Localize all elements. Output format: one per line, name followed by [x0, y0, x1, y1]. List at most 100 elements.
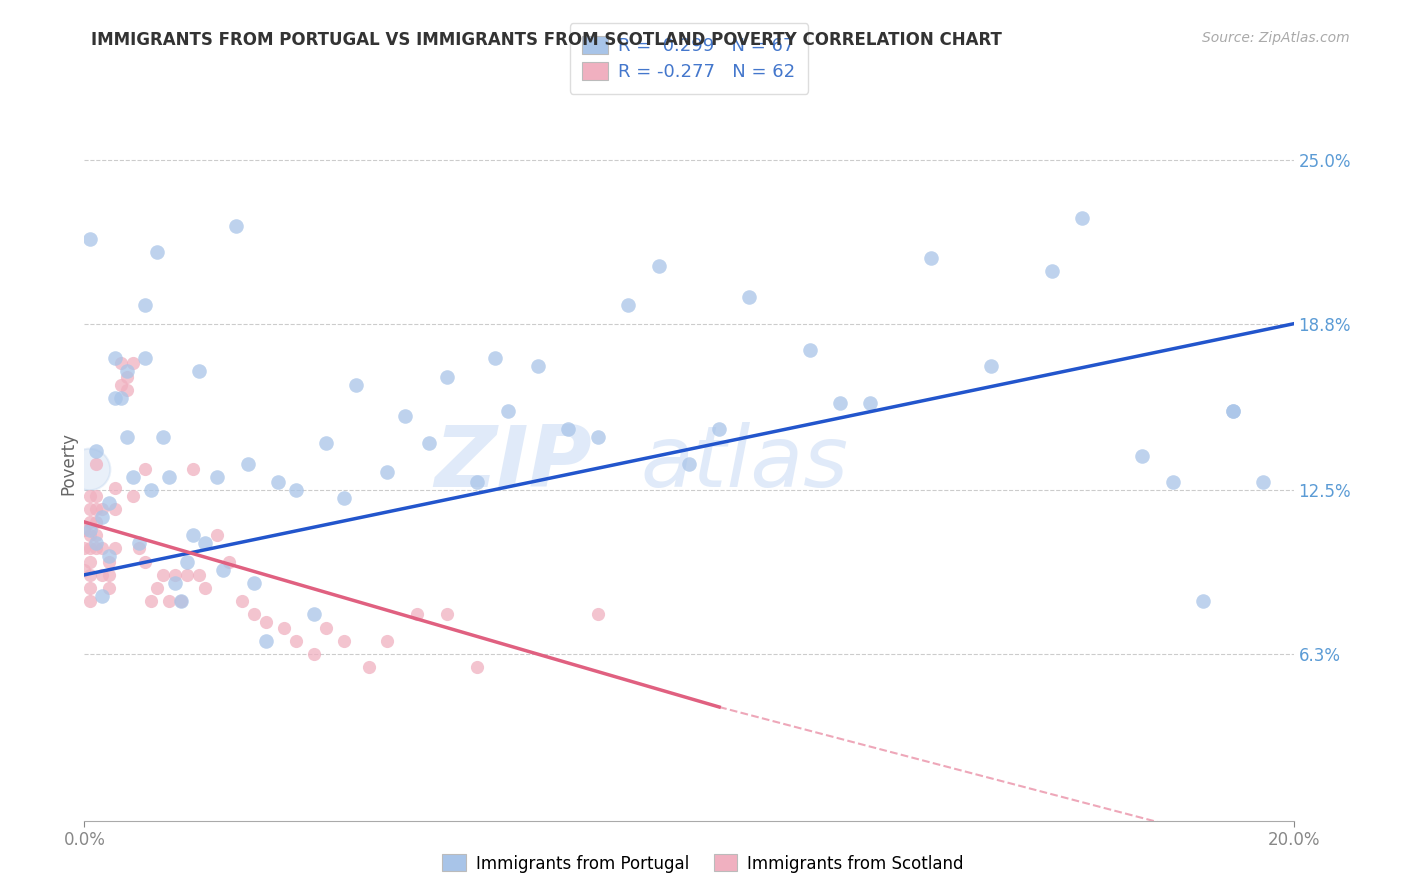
- Point: [357, 660, 380, 674]
- Point: [1222, 404, 1244, 418]
- Point: [77, 462, 100, 476]
- Point: [194, 536, 217, 550]
- Point: [157, 470, 180, 484]
- Point: [139, 594, 162, 608]
- Point: [467, 475, 489, 490]
- Point: [134, 298, 156, 312]
- Point: [97, 549, 120, 564]
- Point: [134, 462, 156, 476]
- Point: [86, 443, 108, 458]
- Point: [79, 515, 101, 529]
- Point: [79, 232, 101, 246]
- Point: [73, 541, 96, 556]
- Point: [302, 647, 325, 661]
- Point: [79, 567, 101, 582]
- Point: [73, 563, 96, 577]
- Point: [738, 290, 761, 304]
- Point: [1192, 594, 1215, 608]
- Point: [181, 462, 204, 476]
- Point: [86, 501, 108, 516]
- Point: [86, 528, 108, 542]
- Point: [1161, 475, 1184, 490]
- Point: [152, 567, 174, 582]
- Point: [188, 567, 211, 582]
- Point: [176, 567, 198, 582]
- Point: [648, 259, 671, 273]
- Point: [830, 396, 852, 410]
- Point: [212, 563, 235, 577]
- Point: [588, 430, 610, 444]
- Point: [86, 515, 108, 529]
- Point: [79, 555, 101, 569]
- Point: [91, 509, 114, 524]
- Point: [176, 555, 198, 569]
- Text: Source: ZipAtlas.com: Source: ZipAtlas.com: [1202, 31, 1350, 45]
- Point: [146, 245, 169, 260]
- Point: [231, 594, 253, 608]
- Point: [170, 594, 193, 608]
- Point: [920, 251, 942, 265]
- Point: [104, 541, 127, 556]
- Point: [115, 364, 138, 378]
- Point: [1040, 264, 1063, 278]
- Point: [104, 481, 127, 495]
- Point: [97, 567, 120, 582]
- Point: [104, 351, 127, 365]
- Point: [194, 581, 217, 595]
- Point: [79, 489, 101, 503]
- Text: atlas: atlas: [641, 422, 849, 506]
- Point: [115, 369, 138, 384]
- Point: [346, 377, 368, 392]
- Point: [79, 501, 101, 516]
- Legend: R =  0.299   N = 67, R = -0.277   N = 62: R = 0.299 N = 67, R = -0.277 N = 62: [569, 23, 808, 94]
- Point: [302, 607, 325, 622]
- Point: [242, 607, 264, 622]
- Point: [617, 298, 640, 312]
- Point: [165, 567, 187, 582]
- Point: [1222, 404, 1244, 418]
- Point: [121, 489, 143, 503]
- Legend: Immigrants from Portugal, Immigrants from Scotland: Immigrants from Portugal, Immigrants fro…: [436, 847, 970, 880]
- Point: [79, 581, 101, 595]
- Text: ZIP: ZIP: [434, 422, 592, 506]
- Point: [1130, 449, 1153, 463]
- Point: [128, 536, 150, 550]
- Point: [496, 404, 519, 418]
- Point: [859, 396, 882, 410]
- Point: [91, 541, 114, 556]
- Point: [285, 634, 308, 648]
- Point: [375, 634, 398, 648]
- Point: [285, 483, 308, 498]
- Point: [91, 501, 114, 516]
- Point: [709, 422, 731, 436]
- Point: [134, 351, 156, 365]
- Y-axis label: Poverty: Poverty: [59, 433, 77, 495]
- Point: [484, 351, 506, 365]
- Point: [121, 356, 143, 370]
- Point: [79, 594, 101, 608]
- Point: [242, 575, 264, 590]
- Point: [375, 465, 398, 479]
- Point: [97, 555, 120, 569]
- Point: [146, 581, 169, 595]
- Point: [110, 377, 132, 392]
- Point: [418, 435, 440, 450]
- Point: [527, 359, 550, 373]
- Point: [236, 457, 259, 471]
- Point: [86, 536, 108, 550]
- Point: [128, 541, 150, 556]
- Point: [333, 491, 356, 506]
- Point: [73, 523, 96, 537]
- Point: [218, 555, 240, 569]
- Point: [980, 359, 1002, 373]
- Point: [406, 607, 429, 622]
- Point: [207, 528, 229, 542]
- Point: [188, 364, 211, 378]
- Point: [134, 555, 156, 569]
- Point: [436, 607, 458, 622]
- Point: [110, 356, 132, 370]
- Point: [104, 501, 127, 516]
- Point: [267, 475, 290, 490]
- Point: [110, 391, 132, 405]
- Point: [139, 483, 162, 498]
